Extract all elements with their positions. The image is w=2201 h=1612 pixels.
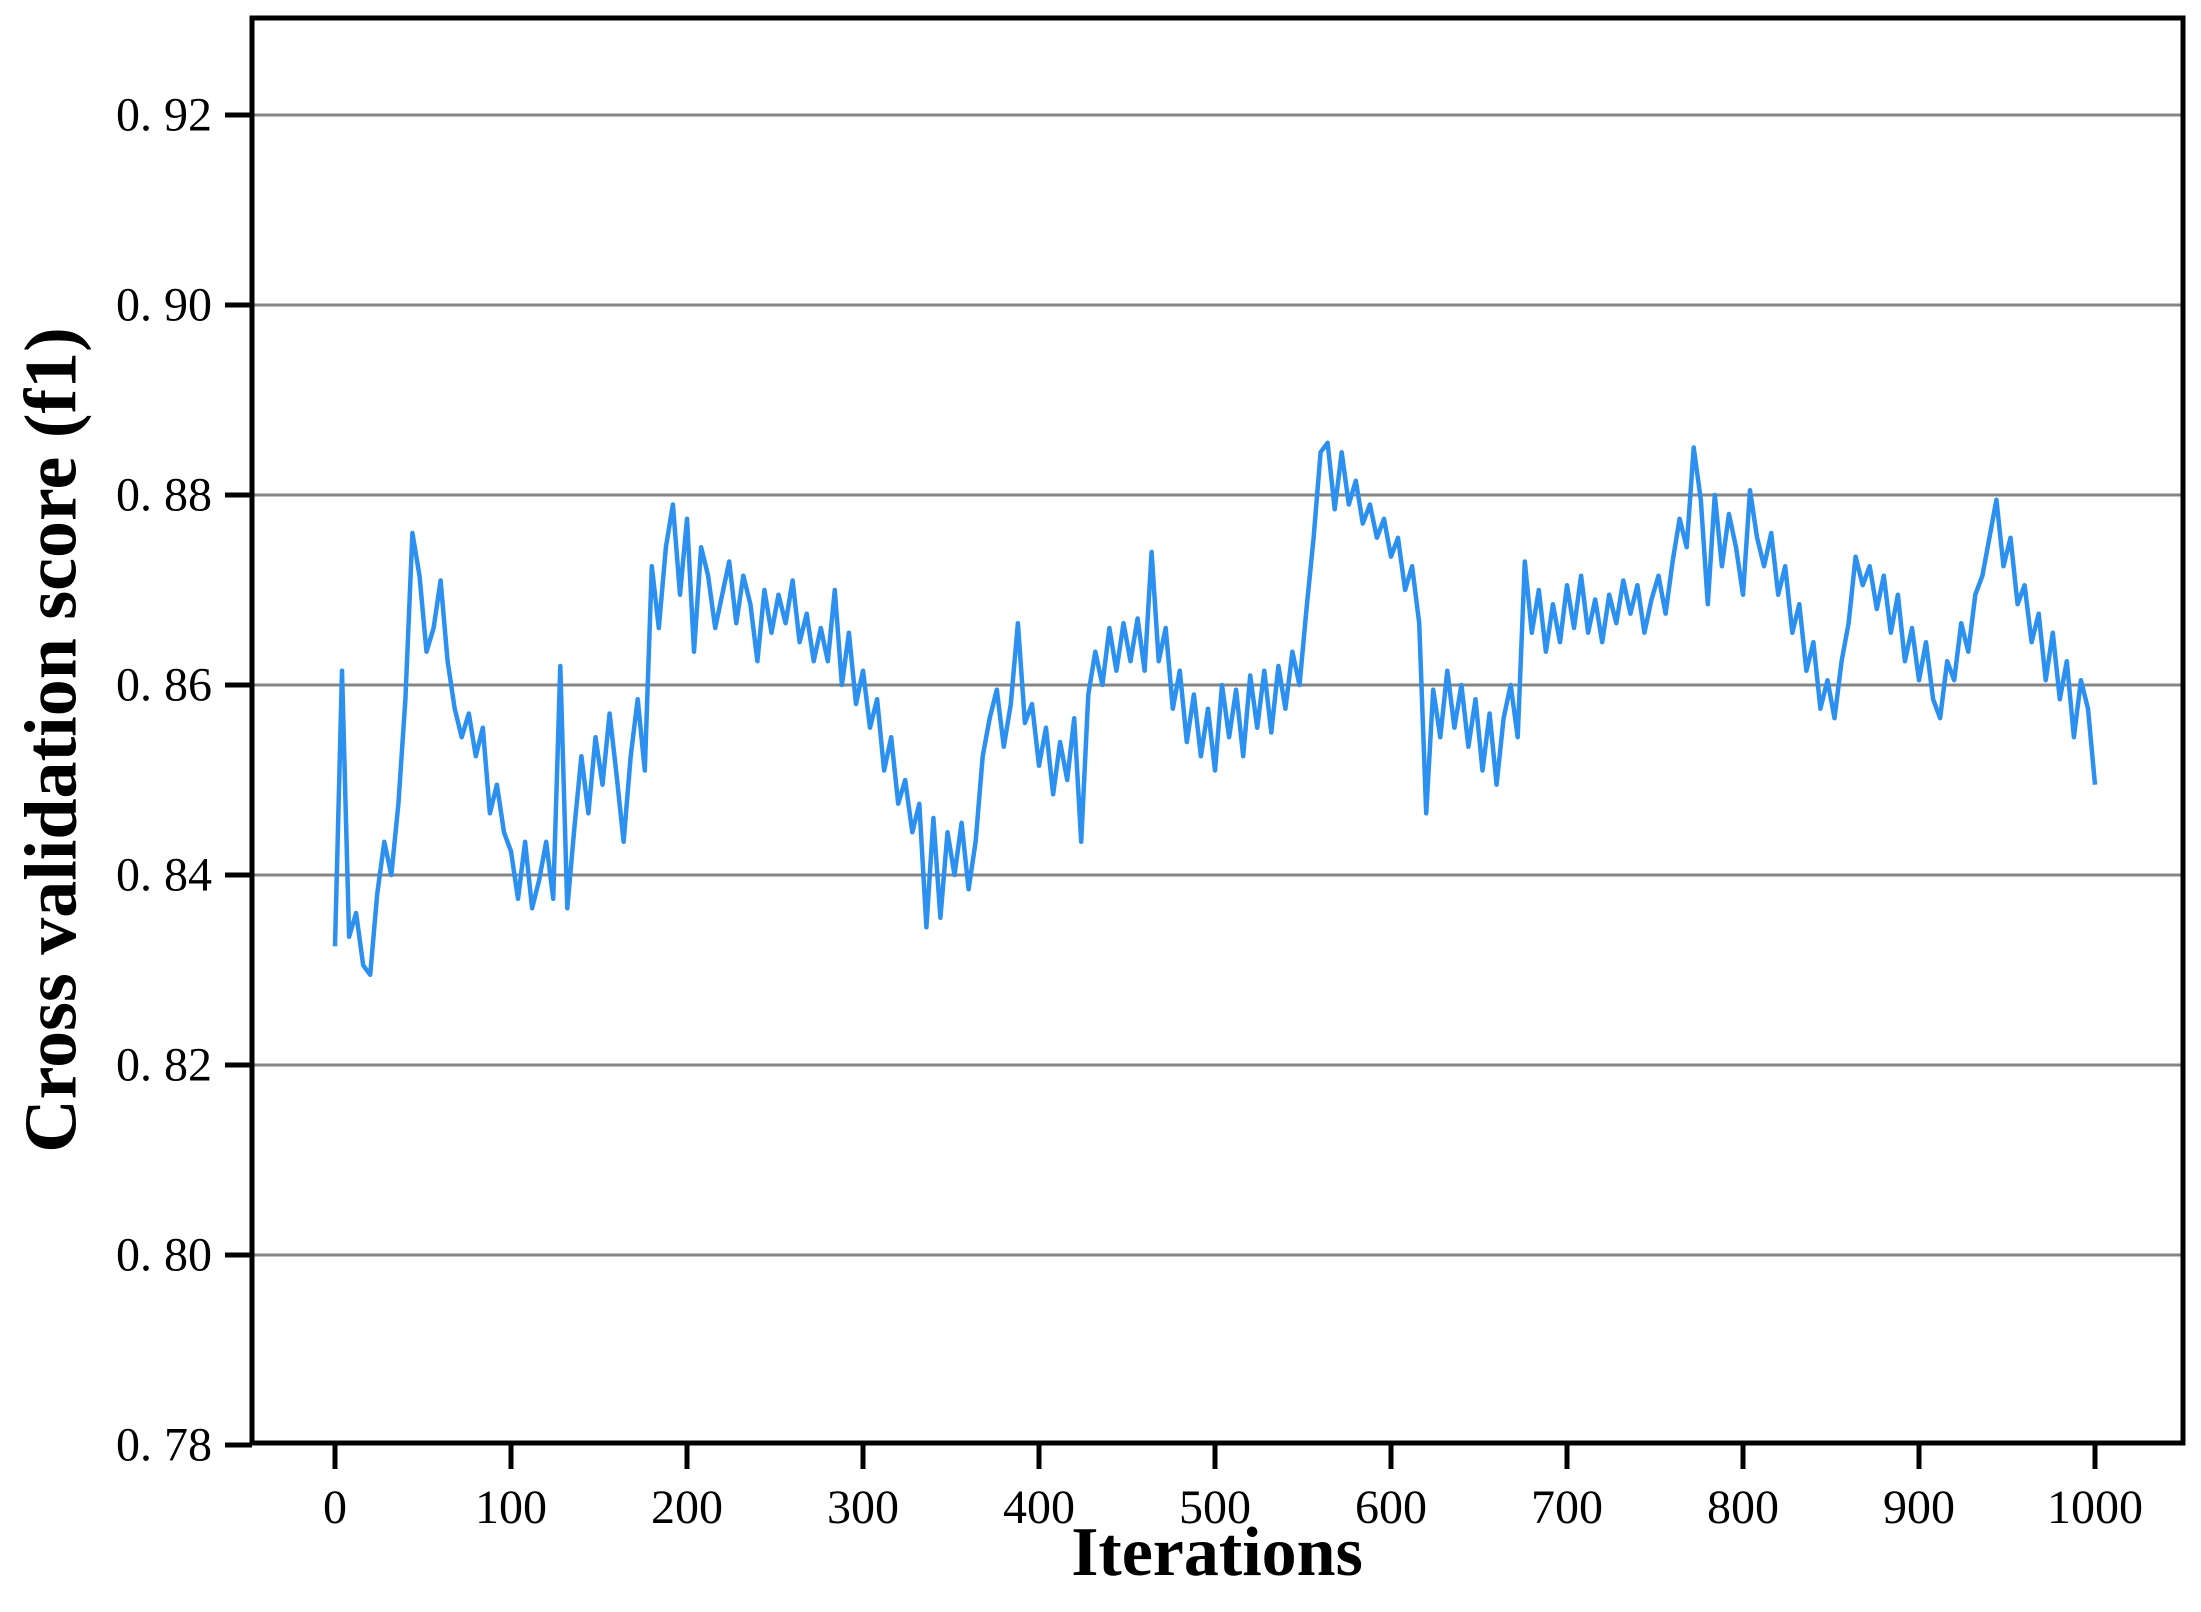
x-tick-label: 0 xyxy=(323,1481,347,1534)
x-tick-label: 200 xyxy=(651,1481,723,1534)
x-tick-label: 100 xyxy=(475,1481,547,1534)
y-tick-label: 0. 92 xyxy=(116,89,212,142)
y-axis-title: Cross validation score (f1) xyxy=(10,327,93,1153)
y-tick-label: 0. 90 xyxy=(116,279,212,332)
y-tick-label: 0. 80 xyxy=(116,1229,212,1282)
y-tick-label: 0. 88 xyxy=(116,469,212,522)
x-tick-label: 600 xyxy=(1355,1481,1427,1534)
x-tick-label: 900 xyxy=(1883,1481,1955,1534)
y-tick-label: 0. 78 xyxy=(116,1419,212,1472)
y-tick-label: 0. 84 xyxy=(116,849,212,902)
x-tick-label: 800 xyxy=(1707,1481,1779,1534)
x-tick-label: 700 xyxy=(1531,1481,1603,1534)
plot-border xyxy=(249,15,2186,1446)
x-axis-title: Iterations xyxy=(1071,1514,1363,1591)
y-tick-label: 0. 86 xyxy=(116,659,212,712)
y-tick-label: 0. 82 xyxy=(116,1039,212,1092)
x-tick-label: 1000 xyxy=(2047,1481,2143,1534)
series-line xyxy=(332,440,2098,978)
x-tick-label: 500 xyxy=(1179,1481,1251,1534)
x-tick-label: 400 xyxy=(1003,1481,1075,1534)
x-tick-label: 300 xyxy=(827,1481,899,1534)
